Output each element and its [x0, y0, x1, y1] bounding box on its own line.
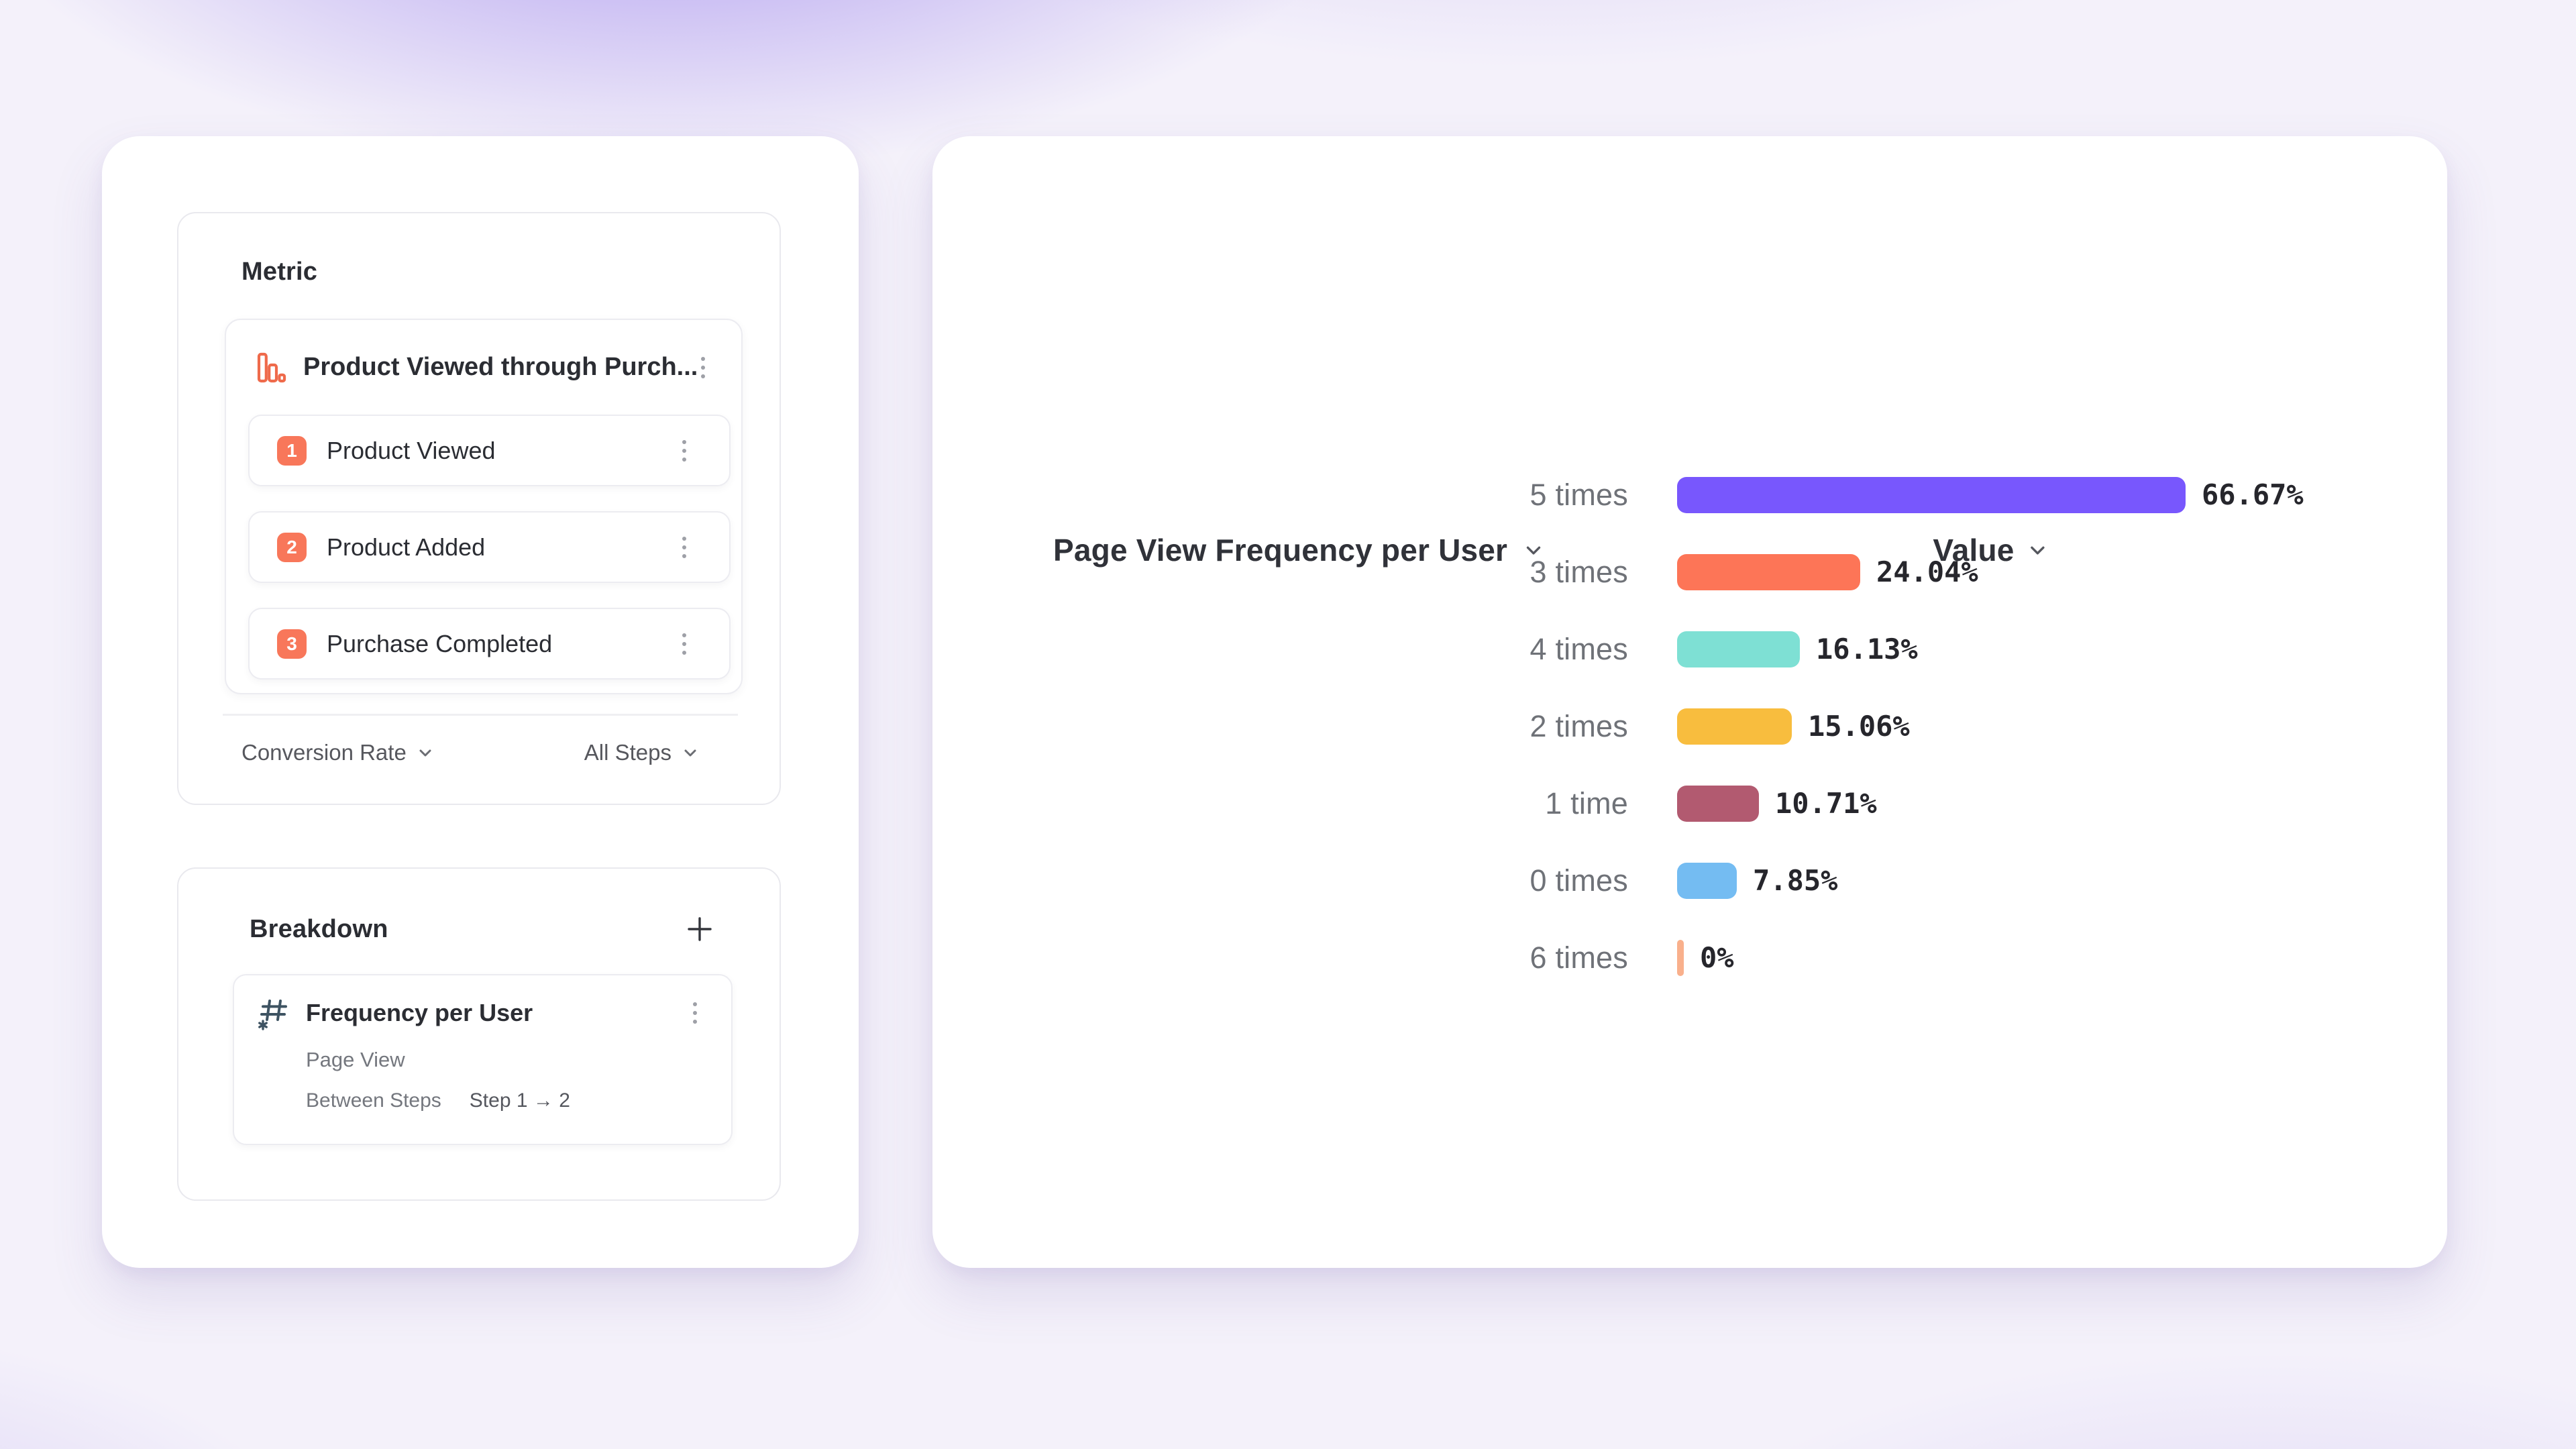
query-builder-card: Metric Product Viewed through Purch... 1: [102, 136, 859, 1268]
value-bar[interactable]: [1677, 476, 2186, 513]
breakdown-header: Breakdown: [178, 910, 780, 948]
breakdown-step-config: Between Steps Step 1 → 2: [306, 1089, 701, 1112]
chart-row: 6 times 0%: [932, 919, 2447, 996]
chart-row: 5 times 66.67%: [932, 456, 2447, 533]
category-label: 3 times: [1529, 554, 1628, 589]
chart-header-row: Page View Frequency per User Value: [932, 524, 2447, 576]
chevron-down-icon: [1522, 539, 1545, 561]
funnel-bar-chart-icon: [255, 352, 287, 384]
breakdown-item-name: Frequency per User: [306, 999, 533, 1026]
step-number-badge: 3: [277, 629, 307, 659]
chart-row: 1 time 10.71%: [932, 765, 2447, 842]
breakdown-section-title: Breakdown: [250, 914, 388, 943]
funnel-metric-card: Product Viewed through Purch... 1 Produc…: [225, 319, 743, 694]
value-label: 10.71%: [1775, 787, 1877, 820]
metric-section: Metric Product Viewed through Purch... 1: [177, 212, 781, 805]
divider: [223, 714, 738, 716]
step-label: Purchase Completed: [327, 629, 553, 657]
value-bar[interactable]: [1677, 939, 1684, 976]
kebab-menu-icon[interactable]: [689, 998, 701, 1028]
chevron-down-icon: [681, 743, 700, 762]
breakdown-item-card[interactable]: Frequency per User Page View Between Ste…: [233, 974, 733, 1145]
chart-row: 3 times 24.04%: [932, 533, 2447, 610]
category-label: 4 times: [1529, 631, 1628, 666]
chart-row: 4 times 16.13%: [932, 610, 2447, 688]
chart-title-dropdown[interactable]: Page View Frequency per User: [1053, 524, 1545, 576]
category-label: 1 time: [1545, 786, 1628, 820]
funnel-step-row[interactable]: 3 Purchase Completed: [248, 608, 731, 680]
value-bar[interactable]: [1677, 708, 1792, 745]
kebab-menu-icon[interactable]: [678, 629, 690, 659]
conversion-rate-dropdown[interactable]: Conversion Rate: [241, 740, 435, 765]
metric-section-title: Metric: [241, 258, 318, 286]
between-steps-label: Between Steps: [306, 1089, 441, 1112]
bar-chart: 5 times 66.67% 3 times 24.04% 4 times 16.13% 2…: [932, 456, 2447, 996]
chevron-down-icon: [2027, 539, 2049, 561]
step-number-badge: 2: [277, 532, 307, 562]
step-label: Product Viewed: [327, 436, 496, 464]
kebab-menu-icon[interactable]: [697, 353, 709, 382]
add-breakdown-button[interactable]: [684, 914, 715, 945]
category-label: 6 times: [1529, 940, 1628, 975]
value-label: 0%: [1700, 941, 1734, 974]
funnel-metric-header[interactable]: Product Viewed through Purch...: [226, 320, 741, 415]
chart-title: Page View Frequency per User: [1053, 533, 1508, 568]
chevron-down-icon: [416, 743, 435, 762]
step-label: Product Added: [327, 533, 486, 561]
chart-row: 2 times 15.06%: [932, 688, 2447, 765]
breakdown-event-name: Page View: [306, 1048, 405, 1071]
all-steps-dropdown[interactable]: All Steps: [584, 740, 700, 765]
breakdown-item-header: Frequency per User: [256, 993, 701, 1033]
value-bar[interactable]: [1677, 553, 1860, 590]
funnel-metric-name: Product Viewed through Purch...: [303, 353, 697, 381]
funnel-step-row[interactable]: 2 Product Added: [248, 511, 731, 583]
kebab-menu-icon[interactable]: [678, 436, 690, 466]
breakdown-section: Breakdown: [177, 867, 781, 1201]
value-label: 16.13%: [1816, 633, 1918, 665]
value-column-header: Value: [1933, 533, 2015, 568]
metric-options-row: Conversion Rate All Steps: [178, 737, 780, 769]
chart-row: 0 times 7.85%: [932, 842, 2447, 919]
category-label: 2 times: [1529, 708, 1628, 743]
number-property-hash-icon: [256, 994, 291, 1032]
value-bar[interactable]: [1677, 785, 1759, 822]
value-bar[interactable]: [1677, 862, 1737, 899]
step-range-value: Step 1 → 2: [469, 1089, 570, 1112]
value-label: 15.06%: [1808, 710, 1910, 743]
funnel-step-row[interactable]: 1 Product Viewed: [248, 415, 731, 486]
value-label: 66.67%: [2202, 478, 2304, 511]
value-label: 7.85%: [1753, 864, 1838, 897]
value-column-dropdown[interactable]: Value: [1933, 524, 2049, 576]
value-label: 24.04%: [1876, 555, 1978, 588]
category-label: 5 times: [1529, 477, 1628, 512]
category-label: 0 times: [1529, 863, 1628, 898]
step-number-badge: 1: [277, 435, 307, 466]
chart-card: Page View Frequency per User Value 5 tim…: [932, 136, 2447, 1268]
value-bar[interactable]: [1677, 631, 1800, 667]
kebab-menu-icon[interactable]: [678, 533, 690, 562]
